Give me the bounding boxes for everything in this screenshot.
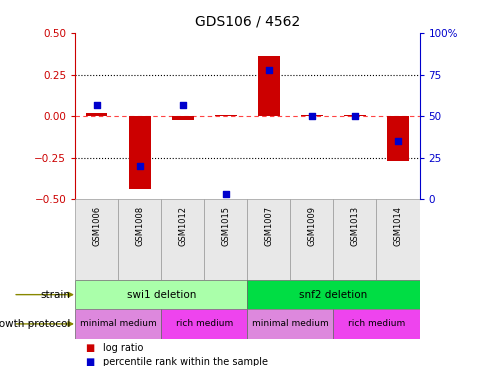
Text: GSM1006: GSM1006 [92,206,101,246]
Point [92,102,100,108]
Bar [386,116,408,161]
Point [179,102,186,108]
Text: minimal medium: minimal medium [80,320,156,328]
Bar [161,199,204,280]
Bar [161,309,247,339]
Text: percentile rank within the sample: percentile rank within the sample [103,356,268,366]
Text: rich medium: rich medium [175,320,232,328]
Bar [257,56,279,116]
Text: GSM1014: GSM1014 [393,206,402,246]
Bar [301,115,322,116]
Bar [290,199,333,280]
Point [136,163,143,169]
Point [264,67,272,72]
Text: GSM1009: GSM1009 [307,206,316,246]
Text: growth protocol: growth protocol [0,319,70,329]
Text: snf2 deletion: snf2 deletion [299,290,367,300]
Text: log ratio: log ratio [103,343,143,354]
Text: GSM1012: GSM1012 [178,206,187,246]
Text: ■: ■ [85,343,94,354]
Bar [247,309,333,339]
Bar [333,199,376,280]
Bar [75,309,161,339]
Point [222,191,229,197]
Text: ■: ■ [85,356,94,366]
Text: GSM1007: GSM1007 [264,206,273,246]
Bar [129,116,150,190]
Text: swi1 deletion: swi1 deletion [126,290,196,300]
Text: strain: strain [40,290,70,300]
Title: GDS106 / 4562: GDS106 / 4562 [194,15,300,29]
Bar [344,115,365,116]
Bar [247,199,290,280]
Bar [204,199,247,280]
Point [393,138,401,144]
Bar [247,280,419,309]
Bar [118,199,161,280]
Point [307,113,315,119]
Bar [172,116,193,120]
Text: GSM1008: GSM1008 [135,206,144,246]
Bar [376,199,419,280]
Text: GSM1013: GSM1013 [350,206,359,246]
Point [350,113,358,119]
Text: GSM1015: GSM1015 [221,206,230,246]
Text: minimal medium: minimal medium [252,320,328,328]
Bar [75,280,247,309]
Bar [333,309,419,339]
Bar [75,199,118,280]
Bar [214,115,236,116]
Text: rich medium: rich medium [347,320,404,328]
Bar [86,113,107,116]
